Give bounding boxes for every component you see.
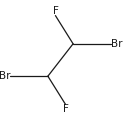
Text: Br: Br	[0, 71, 10, 81]
Text: F: F	[63, 104, 68, 114]
Text: Br: Br	[111, 39, 122, 49]
Text: F: F	[53, 6, 58, 16]
